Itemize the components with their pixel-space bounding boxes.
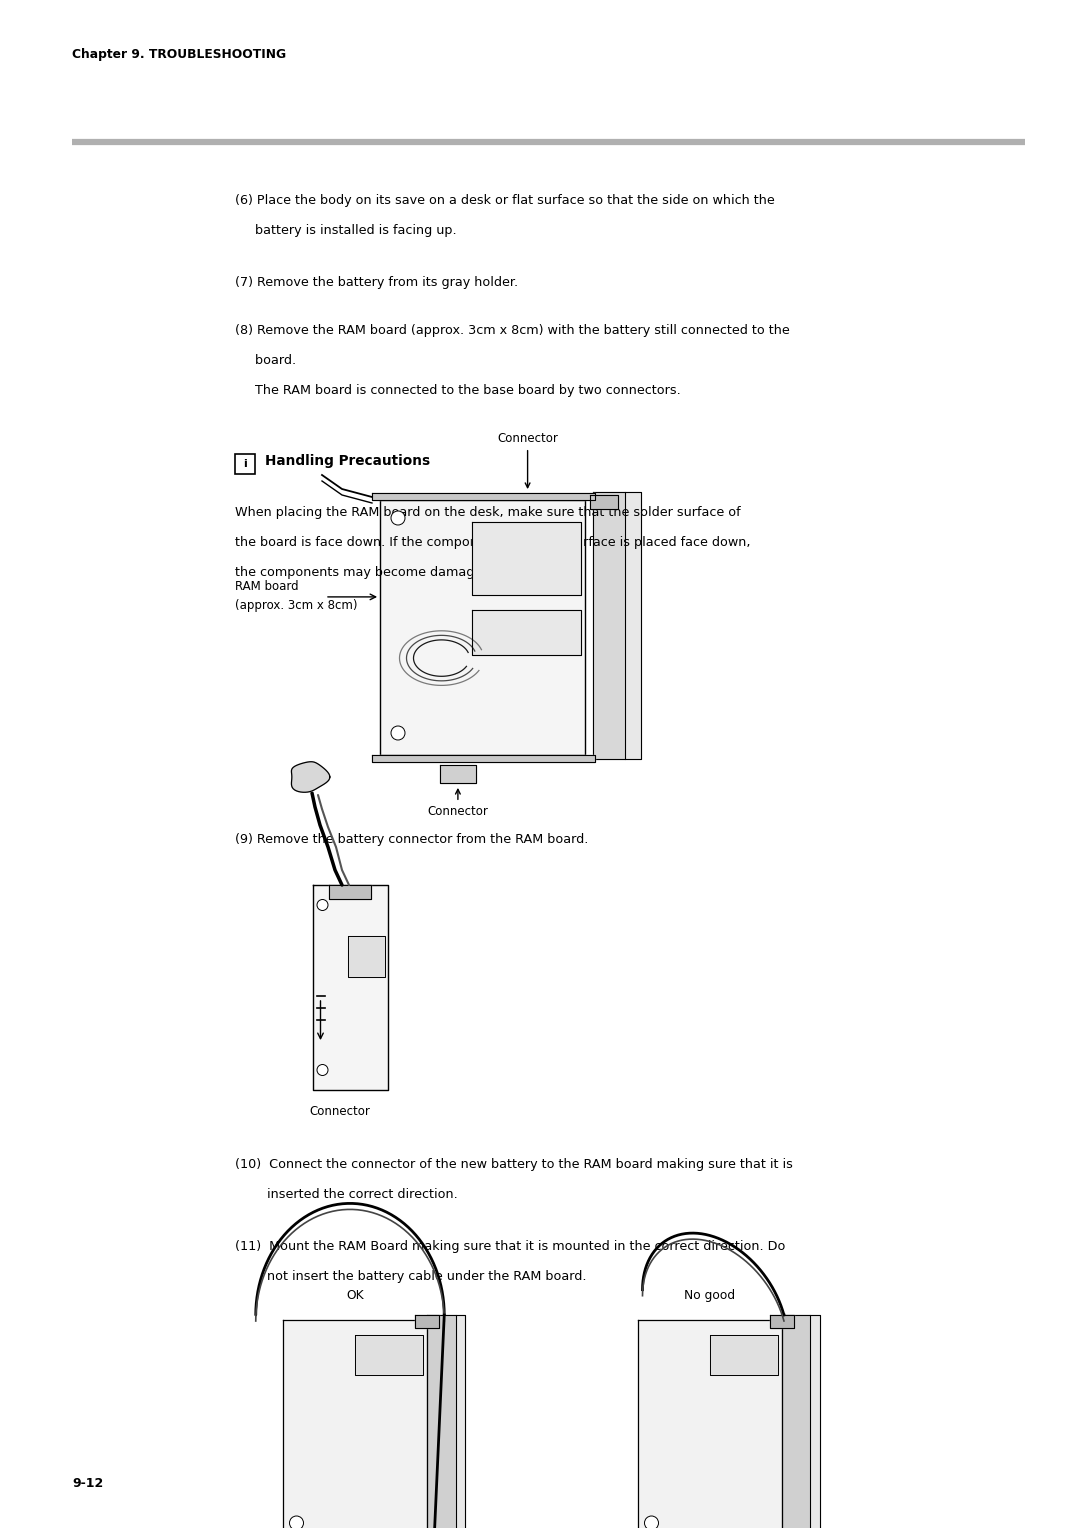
Polygon shape [637, 1320, 783, 1528]
Polygon shape [292, 762, 329, 792]
Text: inserted the correct direction.: inserted the correct direction. [235, 1187, 458, 1201]
Polygon shape [590, 495, 618, 509]
Text: (11)  Mount the RAM Board making sure that it is mounted in the correct directio: (11) Mount the RAM Board making sure tha… [235, 1241, 785, 1253]
Polygon shape [312, 885, 388, 1089]
Text: The RAM board is connected to the base board by two connectors.: The RAM board is connected to the base b… [235, 384, 680, 397]
Polygon shape [372, 494, 595, 500]
Text: not insert the battery cable under the RAM board.: not insert the battery cable under the R… [235, 1270, 586, 1284]
Text: Handling Precautions: Handling Precautions [265, 454, 430, 468]
Polygon shape [372, 755, 595, 762]
Text: (9) Remove the battery connector from the RAM board.: (9) Remove the battery connector from th… [235, 833, 589, 847]
Polygon shape [472, 523, 581, 594]
Text: (8) Remove the RAM board (approx. 3cm x 8cm) with the battery still connected to: (8) Remove the RAM board (approx. 3cm x … [235, 324, 789, 338]
Text: board.: board. [235, 354, 296, 367]
Polygon shape [329, 885, 370, 898]
Polygon shape [416, 1316, 440, 1328]
Polygon shape [283, 1320, 428, 1528]
Text: No good: No good [685, 1290, 735, 1302]
Text: battery is installed is facing up.: battery is installed is facing up. [235, 225, 457, 237]
Polygon shape [472, 610, 581, 656]
Polygon shape [770, 1316, 795, 1328]
FancyBboxPatch shape [235, 454, 255, 474]
Polygon shape [428, 1316, 456, 1528]
Circle shape [391, 510, 405, 526]
Text: (6) Place the body on its save on a desk or flat surface so that the side on whi: (6) Place the body on its save on a desk… [235, 194, 774, 206]
Text: Connector: Connector [497, 432, 558, 487]
Text: When placing the RAM board on the desk, make sure that the solder surface of: When placing the RAM board on the desk, … [235, 506, 741, 520]
Text: the board is face down. If the component mounting surface is placed face down,: the board is face down. If the component… [235, 536, 751, 549]
Text: (7) Remove the battery from its gray holder.: (7) Remove the battery from its gray hol… [235, 277, 518, 289]
Circle shape [645, 1516, 659, 1528]
Text: Connector: Connector [428, 790, 488, 817]
Polygon shape [380, 500, 585, 755]
Text: 9-12: 9-12 [72, 1478, 104, 1490]
Polygon shape [456, 1316, 465, 1528]
Polygon shape [355, 1335, 423, 1375]
Text: the components may become damaged.: the components may become damaged. [235, 565, 495, 579]
Polygon shape [810, 1316, 821, 1528]
Polygon shape [710, 1335, 779, 1375]
Polygon shape [440, 766, 476, 782]
Circle shape [289, 1516, 303, 1528]
Text: RAM board: RAM board [235, 581, 299, 593]
Polygon shape [625, 492, 642, 759]
Text: Connector: Connector [310, 1105, 370, 1118]
Text: OK: OK [347, 1290, 364, 1302]
Polygon shape [348, 937, 384, 978]
Circle shape [318, 900, 328, 911]
Text: (10)  Connect the connector of the new battery to the RAM board making sure that: (10) Connect the connector of the new ba… [235, 1158, 793, 1170]
Circle shape [391, 726, 405, 740]
Text: (approx. 3cm x 8cm): (approx. 3cm x 8cm) [235, 599, 357, 611]
Polygon shape [593, 492, 625, 759]
Circle shape [318, 1065, 328, 1076]
Text: Chapter 9. TROUBLESHOOTING: Chapter 9. TROUBLESHOOTING [72, 47, 286, 61]
Polygon shape [783, 1316, 810, 1528]
Text: i: i [243, 458, 247, 469]
